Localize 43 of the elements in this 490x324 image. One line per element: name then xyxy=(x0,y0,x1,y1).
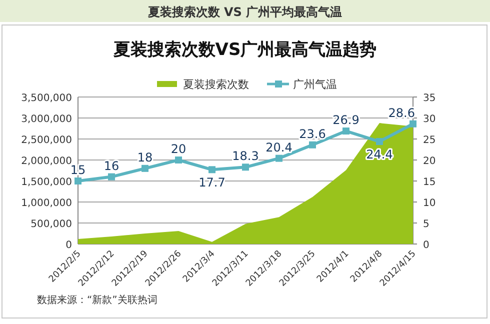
y2-tick-label: 10 xyxy=(423,198,436,209)
chart-title: 夏装搜索次数 VS 广州平均最高气温 xyxy=(146,5,342,19)
y-tick-label: 0 xyxy=(66,240,72,251)
data-label: 20 xyxy=(170,142,186,156)
point xyxy=(208,166,216,174)
data-label: 17.7 xyxy=(198,176,226,190)
point xyxy=(142,164,148,172)
y-tick-label: 2,000,000 xyxy=(21,156,72,167)
source-note: 数据来源：“新款”关联热词 xyxy=(37,294,158,306)
data-label: 18.3 xyxy=(232,149,259,164)
data-label: 28.6 xyxy=(388,106,415,120)
point xyxy=(276,154,282,162)
y-tick-label: 3,000,000 xyxy=(21,114,72,125)
y2-tick-label: 0 xyxy=(423,240,430,251)
data-label: 18 xyxy=(137,150,153,164)
y2-tick-label: 15 xyxy=(423,177,436,188)
point xyxy=(242,164,249,171)
point xyxy=(376,138,383,146)
data-label: 23.6 xyxy=(299,126,326,141)
data-label: 15 xyxy=(70,163,86,177)
point xyxy=(108,173,115,180)
data-label: 26.9 xyxy=(332,113,360,128)
y2-tick-label: 35 xyxy=(423,93,436,104)
data-label: 20.4 xyxy=(266,140,292,154)
y-tick-label: 3,500,000 xyxy=(21,93,72,104)
y2-tick-label: 20 xyxy=(423,156,436,167)
data-label: 16 xyxy=(104,158,120,173)
y-tick-label: 1,500,000 xyxy=(21,177,72,188)
point xyxy=(410,120,416,128)
data-label: 24.4 xyxy=(366,148,393,162)
point xyxy=(175,156,182,164)
y-tick-label: 500,000 xyxy=(30,219,72,230)
chart-subtitle: 夏装搜索次数VS广州最高气温趋势 xyxy=(112,40,377,60)
point xyxy=(309,141,316,148)
y-tick-label: 2,500,000 xyxy=(21,135,72,146)
legend-label: 夏装搜索次数 xyxy=(183,78,249,91)
y-tick-label: 1,000,000 xyxy=(21,198,72,209)
point xyxy=(74,178,82,184)
y2-tick-label: 25 xyxy=(423,135,436,146)
y2-tick-label: 30 xyxy=(423,114,436,125)
legend-label: 广州气温 xyxy=(293,78,337,91)
y2-tick-label: 5 xyxy=(423,219,430,230)
point xyxy=(342,128,350,135)
